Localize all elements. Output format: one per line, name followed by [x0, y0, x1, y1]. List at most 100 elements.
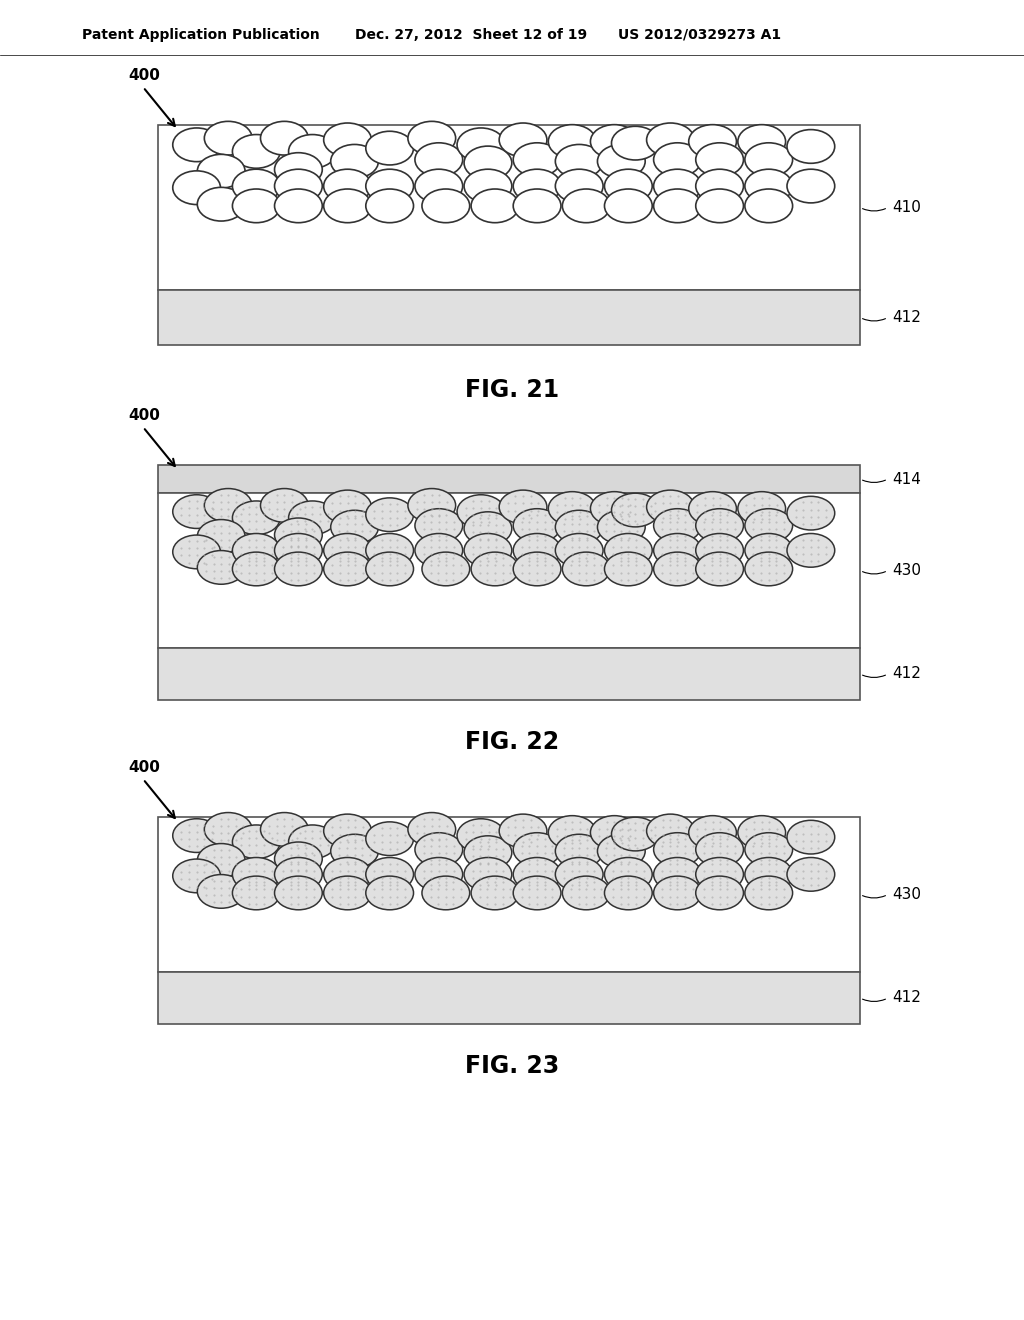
Bar [158, 492, 860, 648]
Ellipse shape [289, 502, 336, 535]
Ellipse shape [695, 858, 743, 891]
Ellipse shape [331, 834, 379, 869]
Ellipse shape [232, 825, 281, 858]
Bar [158, 817, 860, 972]
Ellipse shape [274, 858, 323, 891]
Ellipse shape [232, 876, 281, 909]
Ellipse shape [198, 550, 245, 585]
Ellipse shape [274, 842, 323, 875]
Text: 410: 410 [892, 201, 921, 215]
Ellipse shape [562, 876, 610, 909]
Ellipse shape [597, 834, 645, 869]
Ellipse shape [274, 552, 323, 586]
Ellipse shape [604, 552, 652, 586]
Ellipse shape [274, 169, 323, 203]
Ellipse shape [366, 552, 414, 586]
Ellipse shape [173, 535, 220, 569]
Ellipse shape [646, 490, 694, 524]
Ellipse shape [331, 511, 379, 544]
Text: 412: 412 [892, 667, 921, 681]
Ellipse shape [653, 169, 701, 203]
Ellipse shape [366, 876, 414, 909]
Ellipse shape [604, 169, 652, 203]
Ellipse shape [555, 533, 603, 568]
Ellipse shape [653, 876, 701, 909]
Ellipse shape [457, 818, 505, 853]
Ellipse shape [738, 491, 785, 525]
Ellipse shape [738, 124, 785, 158]
Ellipse shape [787, 169, 835, 203]
Ellipse shape [787, 496, 835, 531]
Text: Patent Application Publication: Patent Application Publication [82, 28, 319, 42]
Ellipse shape [591, 816, 638, 849]
Ellipse shape [366, 858, 414, 891]
Ellipse shape [422, 876, 470, 909]
Ellipse shape [653, 833, 701, 866]
Ellipse shape [597, 511, 645, 544]
Ellipse shape [604, 189, 652, 223]
Bar [158, 125, 860, 290]
Ellipse shape [604, 876, 652, 909]
Ellipse shape [653, 552, 701, 586]
Ellipse shape [555, 834, 603, 869]
Ellipse shape [471, 552, 519, 586]
Ellipse shape [653, 508, 701, 543]
Text: 430: 430 [892, 887, 921, 902]
Text: 430: 430 [892, 564, 921, 578]
Ellipse shape [611, 127, 659, 160]
Bar [158, 290, 860, 345]
Ellipse shape [464, 858, 512, 891]
Ellipse shape [787, 129, 835, 164]
Ellipse shape [324, 169, 372, 203]
Ellipse shape [744, 189, 793, 223]
Ellipse shape [366, 533, 414, 568]
Ellipse shape [324, 533, 372, 568]
Ellipse shape [653, 858, 701, 891]
Ellipse shape [611, 494, 659, 527]
Ellipse shape [744, 533, 793, 568]
Ellipse shape [173, 170, 220, 205]
Ellipse shape [695, 169, 743, 203]
Ellipse shape [695, 552, 743, 586]
Ellipse shape [366, 189, 414, 223]
Ellipse shape [408, 813, 456, 846]
Ellipse shape [499, 123, 547, 157]
Ellipse shape [324, 490, 372, 524]
Ellipse shape [744, 876, 793, 909]
Ellipse shape [591, 124, 638, 158]
Ellipse shape [422, 552, 470, 586]
Ellipse shape [787, 820, 835, 854]
Ellipse shape [415, 533, 463, 568]
Ellipse shape [173, 859, 220, 892]
Ellipse shape [464, 512, 512, 545]
Bar [158, 972, 860, 1024]
Ellipse shape [198, 520, 245, 553]
Ellipse shape [415, 143, 463, 177]
Ellipse shape [274, 533, 323, 568]
Ellipse shape [232, 552, 281, 586]
Ellipse shape [548, 491, 596, 525]
Ellipse shape [513, 169, 561, 203]
Ellipse shape [366, 822, 414, 855]
Ellipse shape [408, 121, 456, 154]
Ellipse shape [274, 876, 323, 909]
Ellipse shape [232, 189, 281, 223]
Ellipse shape [646, 123, 694, 157]
Ellipse shape [744, 552, 793, 586]
Ellipse shape [548, 816, 596, 849]
Ellipse shape [513, 533, 561, 568]
Ellipse shape [695, 533, 743, 568]
Ellipse shape [324, 552, 372, 586]
Text: FIG. 22: FIG. 22 [465, 730, 559, 754]
Ellipse shape [689, 816, 736, 849]
Ellipse shape [464, 533, 512, 568]
Ellipse shape [653, 143, 701, 177]
Ellipse shape [274, 189, 323, 223]
Ellipse shape [260, 813, 308, 846]
Ellipse shape [591, 491, 638, 525]
Ellipse shape [611, 817, 659, 851]
Ellipse shape [513, 143, 561, 177]
Text: FIG. 23: FIG. 23 [465, 1053, 559, 1078]
Ellipse shape [422, 189, 470, 223]
Ellipse shape [232, 502, 281, 535]
